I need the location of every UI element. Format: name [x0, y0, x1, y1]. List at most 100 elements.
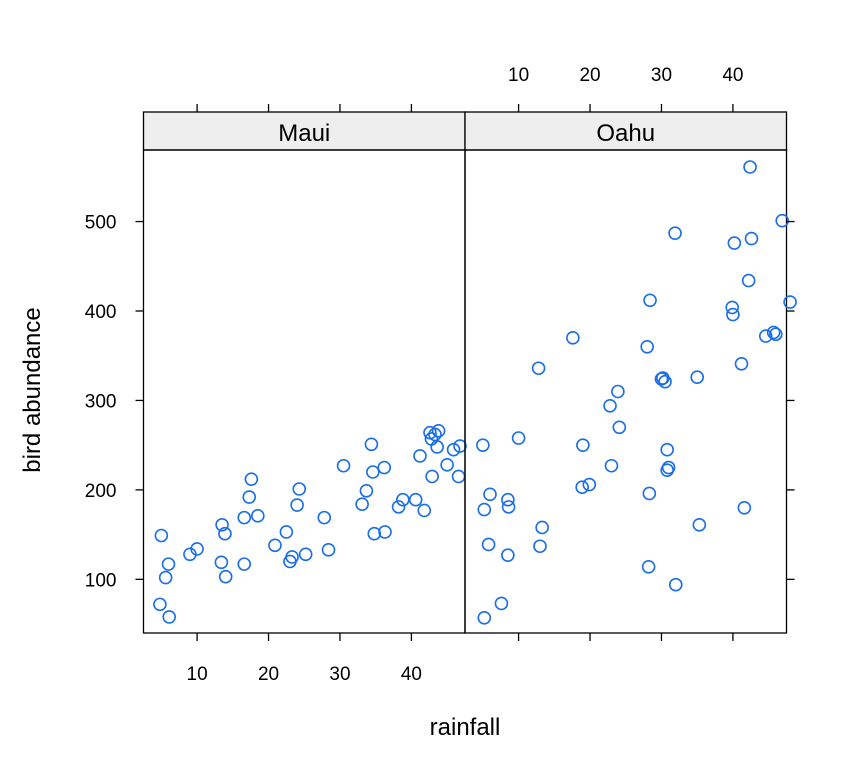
panel-frame-oahu	[464, 149, 788, 634]
point-oahu-10	[531, 361, 546, 376]
point-maui-33	[391, 500, 406, 514]
point-maui-34	[396, 492, 410, 507]
point-oahu-45	[768, 327, 783, 342]
point-oahu-24	[641, 560, 656, 574]
strip-label-oahu: Oahu	[596, 120, 655, 147]
point-oahu-44	[766, 325, 781, 340]
point-maui-3	[158, 570, 173, 585]
point-oahu-13	[566, 331, 580, 345]
point-oahu-37	[727, 236, 742, 250]
point-oahu-7	[501, 500, 516, 514]
point-maui-21	[292, 482, 307, 496]
strip-maui	[142, 111, 466, 151]
point-oahu-34	[692, 517, 707, 532]
point-oahu-23	[642, 486, 657, 501]
point-oahu-18	[604, 458, 619, 473]
point-oahu-19	[611, 384, 625, 399]
point-oahu-32	[668, 577, 683, 592]
y-tick-label-200: 200	[85, 481, 117, 502]
strip-oahu	[464, 111, 788, 151]
point-oahu-40	[741, 273, 756, 288]
point-oahu-21	[640, 339, 654, 354]
point-oahu-8	[501, 548, 515, 562]
point-maui-47	[453, 439, 467, 453]
point-oahu-2	[477, 610, 492, 625]
point-maui-32	[378, 525, 392, 539]
axes: 10 20 30 40 10 20 30 40 100 200 300 400 500	[85, 65, 795, 685]
point-oahu-38	[734, 356, 749, 371]
y-tick-label-400: 400	[85, 302, 117, 323]
x-tick-label-bottom-30: 30	[329, 664, 350, 685]
point-maui-26	[355, 497, 369, 512]
point-maui-20	[290, 498, 304, 512]
point-maui-8	[218, 526, 232, 541]
point-oahu-16	[582, 477, 597, 492]
point-oahu-9	[511, 431, 526, 445]
x-tick-label-top-20: 20	[579, 65, 600, 86]
point-maui-17	[279, 525, 294, 539]
x-tick-label-top-40: 40	[722, 65, 743, 86]
point-maui-31	[377, 460, 392, 475]
point-oahu-0	[476, 438, 490, 452]
point-maui-46	[451, 469, 466, 484]
point-maui-37	[417, 503, 432, 518]
point-oahu-43	[758, 329, 773, 343]
point-maui-2	[162, 610, 177, 624]
point-oahu-42	[744, 231, 759, 246]
strip-label-maui: Maui	[278, 120, 330, 147]
point-oahu-12	[535, 520, 549, 535]
point-oahu-47	[783, 295, 797, 309]
point-maui-14	[244, 472, 259, 486]
point-maui-7	[215, 517, 229, 532]
panel-oahu: Oahu	[464, 111, 797, 634]
y-axis-title: bird abundance	[19, 307, 46, 472]
point-oahu-39	[737, 500, 752, 515]
point-maui-12	[237, 510, 252, 525]
point-maui-23	[317, 510, 332, 525]
point-maui-10	[218, 569, 233, 584]
point-oahu-46	[775, 213, 790, 228]
point-maui-36	[413, 449, 427, 463]
point-maui-28	[364, 437, 379, 452]
y-tick-label-100: 100	[85, 570, 117, 591]
panel-maui: Maui	[142, 111, 467, 634]
point-maui-15	[251, 509, 265, 523]
point-oahu-36	[726, 307, 740, 322]
point-maui-22	[298, 547, 313, 562]
point-maui-25	[336, 458, 351, 473]
point-oahu-41	[743, 160, 757, 174]
point-oahu-30	[661, 460, 676, 475]
point-maui-38	[425, 469, 439, 484]
point-oahu-6	[501, 492, 515, 507]
point-maui-4	[161, 557, 176, 571]
point-oahu-15	[575, 480, 589, 495]
point-oahu-27	[658, 374, 672, 389]
point-maui-11	[237, 557, 252, 571]
y-tick-label-300: 300	[85, 391, 117, 412]
point-oahu-35	[725, 300, 740, 315]
point-oahu-33	[690, 370, 704, 384]
x-tick-label-top-10: 10	[508, 65, 529, 86]
point-maui-30	[367, 526, 382, 541]
point-oahu-17	[603, 399, 617, 413]
point-oahu-22	[643, 293, 657, 308]
point-maui-6	[190, 542, 204, 556]
point-maui-0	[154, 528, 169, 543]
point-oahu-31	[668, 226, 682, 240]
point-oahu-4	[483, 487, 497, 502]
point-oahu-28	[660, 442, 674, 457]
point-oahu-11	[533, 539, 547, 554]
point-maui-44	[440, 458, 454, 472]
point-oahu-5	[494, 596, 509, 611]
point-maui-27	[359, 483, 374, 498]
point-oahu-1	[477, 502, 492, 517]
point-maui-16	[268, 538, 282, 553]
point-maui-19	[285, 550, 299, 564]
panels: Maui Oahu	[142, 111, 797, 634]
x-tick-label-bottom-10: 10	[187, 664, 208, 685]
point-oahu-20	[612, 420, 627, 435]
x-tick-label-top-30: 30	[651, 65, 672, 86]
point-maui-43	[431, 424, 446, 438]
point-maui-29	[366, 465, 380, 479]
x-tick-label-bottom-20: 20	[258, 664, 279, 685]
